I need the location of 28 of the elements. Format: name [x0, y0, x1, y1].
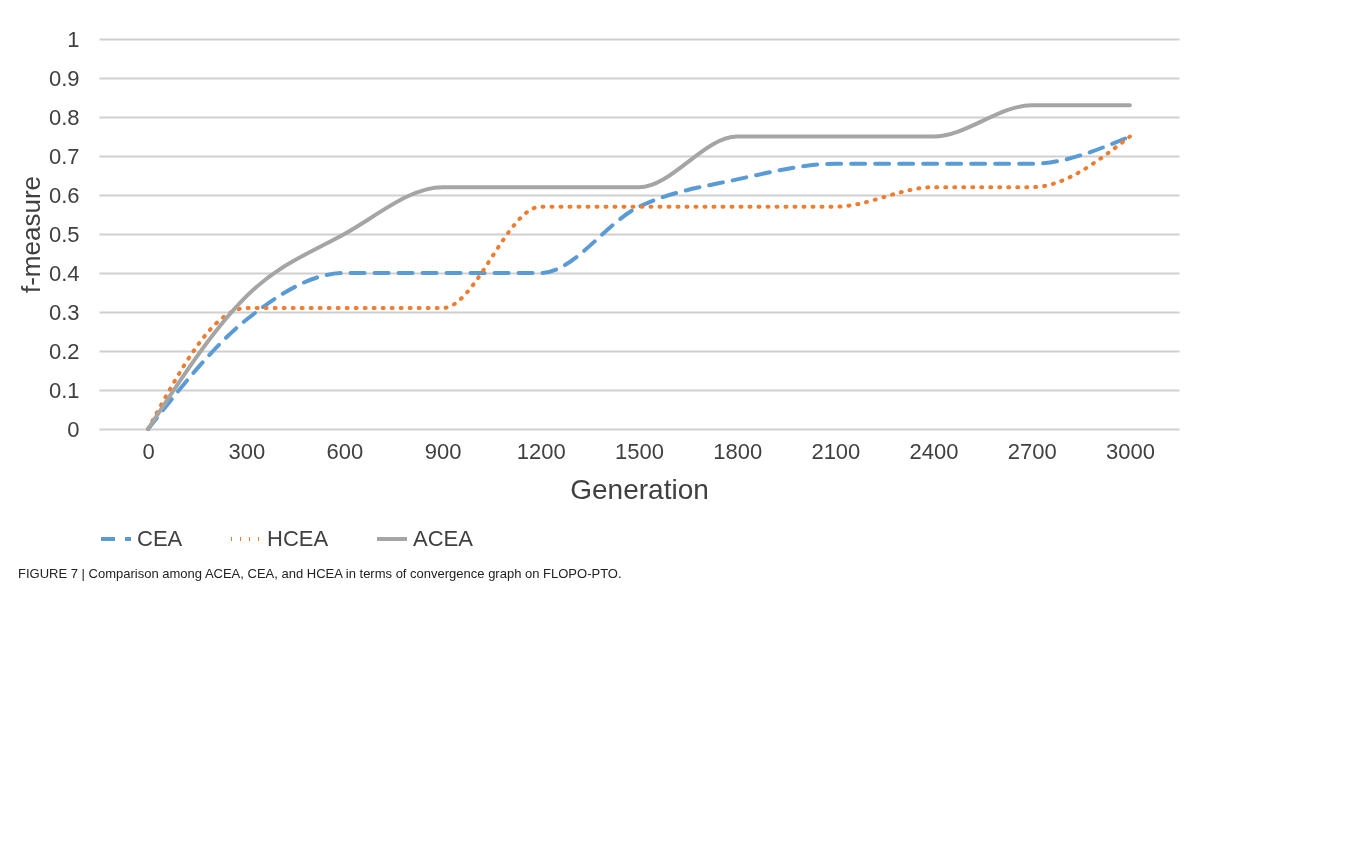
legend-label: CEA: [137, 526, 183, 551]
legend-label: HCEA: [267, 526, 329, 551]
y-axis-title: f-measure: [15, 175, 46, 294]
y-tick-label: 0.7: [48, 143, 80, 169]
x-tick-label: 0: [142, 438, 155, 464]
y-tick-label: 0: [67, 416, 80, 442]
x-tick-label: 1800: [713, 438, 763, 464]
x-tick-label: 3000: [1105, 438, 1155, 464]
legend-label: ACEA: [413, 526, 474, 551]
y-tick-label: 0.8: [48, 104, 80, 130]
y-tick-label: 0.2: [48, 338, 80, 364]
y-tick-label: 0.3: [48, 299, 80, 325]
x-tick-label: 2400: [909, 438, 959, 464]
x-tick-label: 2700: [1007, 438, 1057, 464]
x-tick-label: 2100: [811, 438, 861, 464]
y-tick-label: 0.4: [48, 260, 80, 286]
y-tick-label: 0.6: [48, 182, 80, 208]
y-tick-label: 1: [67, 26, 80, 52]
x-tick-label: 1500: [615, 438, 664, 464]
x-tick-label: 900: [424, 438, 462, 464]
x-tick-label: 1200: [516, 438, 566, 464]
y-tick-label: 0.1: [48, 377, 80, 403]
y-tick-label: 0.5: [48, 221, 80, 247]
x-tick-label: 600: [326, 438, 364, 464]
y-tick-label: 0.9: [48, 65, 80, 91]
x-tick-label: 300: [228, 438, 266, 464]
caption: FIGURE 7 | Comparison among ACEA, CEA, and HCEA in terms of convergence graph on FLOPO-PTO.: [18, 566, 623, 581]
x-axis-title: Generation: [570, 473, 709, 505]
